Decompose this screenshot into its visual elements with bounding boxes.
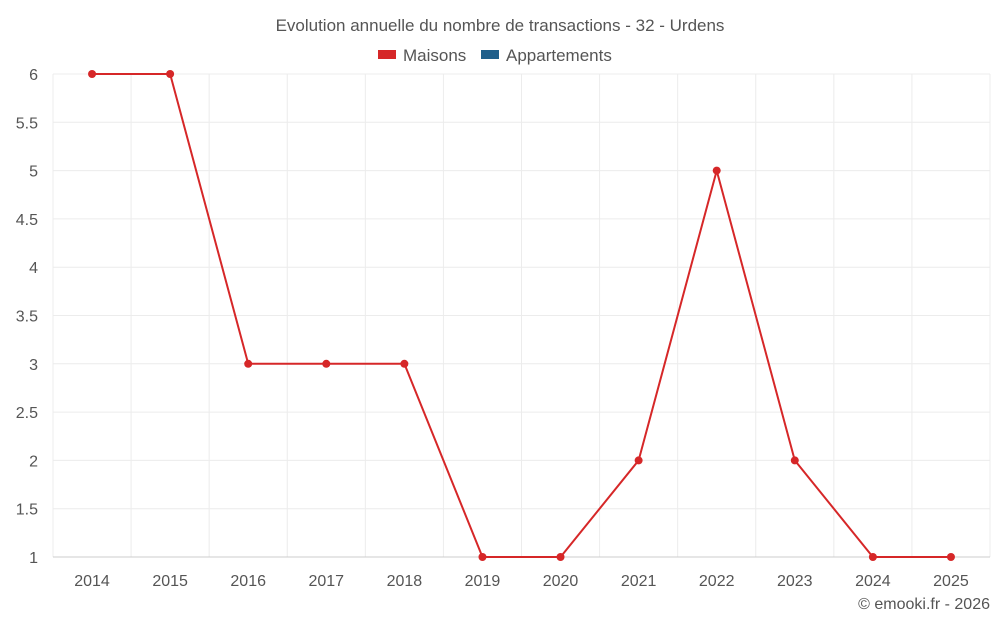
- x-tick-label: 2020: [543, 573, 579, 590]
- data-point[interactable]: [88, 70, 97, 78]
- x-tick-label: 2016: [230, 573, 266, 590]
- y-tick-label: 4.5: [16, 212, 38, 229]
- x-tick-label: 2014: [74, 573, 110, 590]
- x-axis-tick-labels: 2014 2015 2016 2017 2018 2019 2020 2021 2022 2023…: [74, 573, 969, 590]
- x-tick-label: 2015: [152, 573, 188, 590]
- data-point[interactable]: [556, 553, 565, 561]
- y-tick-label: 1.5: [16, 502, 38, 519]
- legend-swatch-appartements: [481, 50, 499, 59]
- x-gridlines: [52, 74, 991, 557]
- chart-title: Evolution annuelle du nombre de transact…: [276, 16, 725, 35]
- legend-label-appartements[interactable]: Appartements: [506, 46, 612, 65]
- data-point[interactable]: [400, 359, 409, 368]
- data-point[interactable]: [478, 553, 487, 561]
- data-point[interactable]: [712, 166, 721, 175]
- data-point[interactable]: [790, 456, 799, 465]
- x-tick-label: 2025: [933, 573, 969, 590]
- y-tick-label: 5.5: [16, 115, 38, 132]
- data-point[interactable]: [946, 553, 955, 561]
- series-lines: [92, 73, 951, 558]
- legend-swatch-maisons: [378, 50, 396, 59]
- legend: Maisons Appartements: [378, 46, 612, 65]
- y-tick-label: 4: [29, 260, 38, 277]
- y-tick-label: 3.5: [16, 309, 38, 326]
- x-tick-label: 2023: [777, 573, 813, 590]
- series-points: [88, 70, 955, 561]
- y-tick-label: 1: [29, 550, 38, 567]
- x-tick-label: 2022: [699, 573, 735, 590]
- y-tick-label: 6: [29, 67, 38, 84]
- data-point[interactable]: [166, 70, 175, 78]
- data-point[interactable]: [322, 359, 331, 368]
- data-point[interactable]: [868, 553, 877, 561]
- data-point[interactable]: [634, 456, 643, 465]
- data-point[interactable]: [244, 359, 253, 368]
- y-tick-label: 3: [29, 357, 38, 374]
- y-tick-label: 5: [29, 164, 38, 181]
- y-tick-label: 2: [29, 453, 38, 470]
- x-tick-label: 2018: [387, 573, 423, 590]
- x-tick-label: 2021: [621, 573, 657, 590]
- x-tick-label: 2024: [855, 573, 891, 590]
- legend-label-maisons[interactable]: Maisons: [403, 46, 466, 65]
- y-tick-label: 2.5: [16, 405, 38, 422]
- credit-text: © emooki.fr - 2026: [858, 596, 990, 613]
- y-axis-tick-labels: 1 1.5 2 2.5 3 3.5 4 4.5 5 5.5 6: [16, 67, 38, 567]
- series-line-maisons: [92, 73, 951, 558]
- x-tick-label: 2017: [308, 573, 344, 590]
- x-tick-label: 2019: [465, 573, 501, 590]
